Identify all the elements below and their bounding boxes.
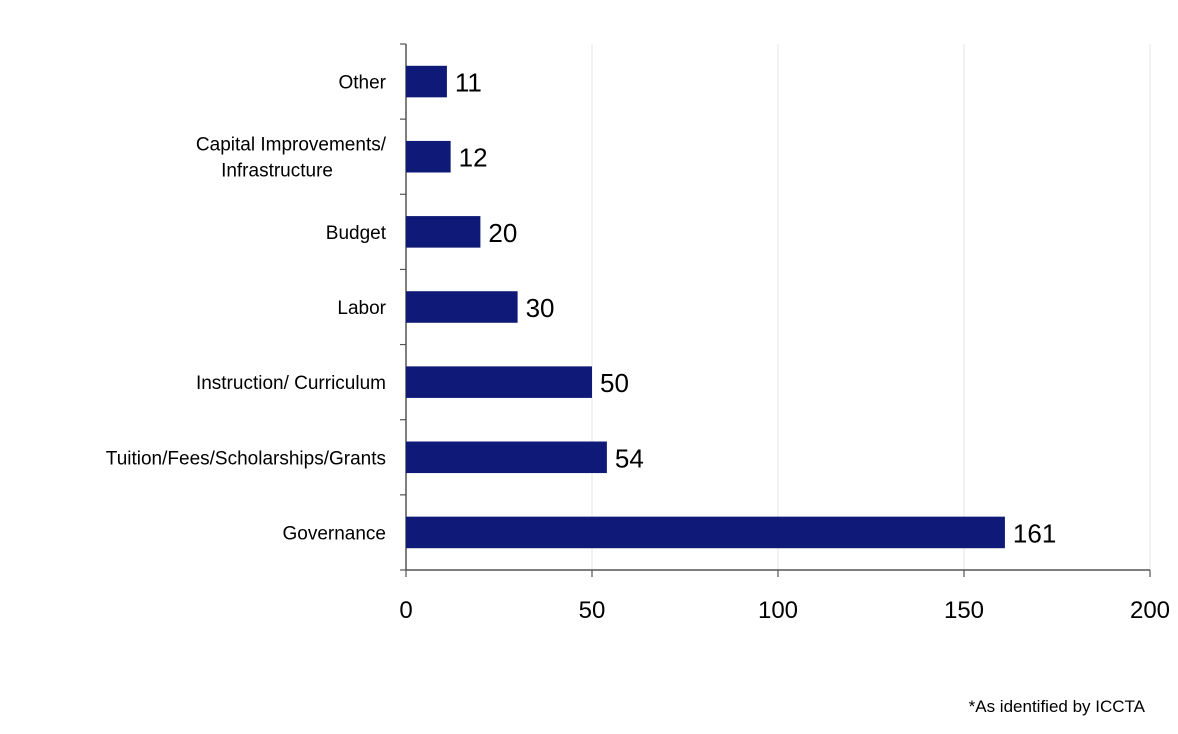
category-label: Labor: [337, 298, 386, 319]
bar: [406, 441, 607, 474]
data-label: 20: [488, 218, 517, 248]
data-label: 12: [459, 143, 488, 173]
footnote: *As identified by ICCTA: [968, 697, 1145, 716]
category-label: Budget: [326, 223, 387, 244]
category-label: Other: [338, 73, 386, 94]
category-label-line: Other: [338, 73, 386, 94]
category-label-line: Labor: [337, 298, 386, 319]
x-tick-label: 150: [944, 597, 984, 624]
category-label: Governance: [282, 523, 386, 544]
category-label-line: Infrastructure: [221, 161, 333, 182]
category-label: Capital Improvements/Infrastructure: [196, 135, 387, 182]
category-label-line: Tuition/Fees/Scholarships/Grants: [106, 448, 386, 469]
category-label-line: Instruction/ Curriculum: [196, 373, 386, 394]
category-label-line: Budget: [326, 223, 387, 244]
bar: [406, 516, 1005, 549]
bars: [406, 65, 1005, 549]
data-label: 54: [615, 443, 644, 473]
bar: [406, 140, 451, 173]
x-tick-label: 0: [399, 597, 412, 624]
x-tick-label: 200: [1130, 597, 1170, 624]
x-tick-label: 50: [579, 597, 606, 624]
category-label-line: Governance: [282, 523, 386, 544]
category-label-line: Capital Improvements/: [196, 135, 387, 156]
data-label: 161: [1013, 518, 1056, 548]
bar: [406, 216, 481, 248]
gridlines: [591, 44, 1151, 570]
labels: 0 50 100 150 200 Other 11 Capital Improvements/…: [106, 68, 1170, 624]
bar: [406, 65, 447, 98]
category-label: Instruction/ Curriculum: [196, 373, 386, 394]
category-label: Tuition/Fees/Scholarships/Grants: [106, 448, 386, 469]
data-label: 50: [600, 368, 629, 398]
bar: [406, 366, 592, 398]
x-tick-label: 100: [758, 597, 798, 624]
data-label: 11: [455, 68, 482, 98]
bar: [406, 291, 518, 323]
data-label: 30: [526, 293, 555, 323]
